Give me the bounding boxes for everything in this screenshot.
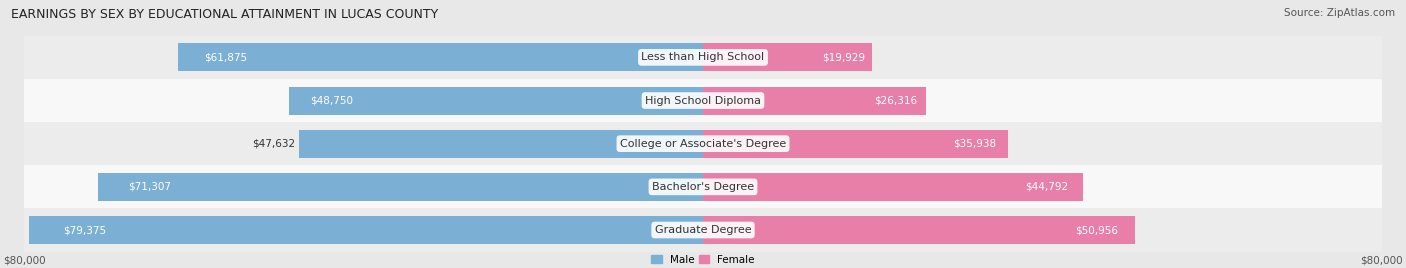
Bar (179, 43, 703, 71)
Text: $19,929: $19,929 (823, 52, 865, 62)
Text: $71,307: $71,307 (128, 182, 172, 192)
Bar (703, 173, 1083, 201)
Text: $61,875: $61,875 (204, 52, 247, 62)
Bar (30, 216, 703, 244)
Text: $26,316: $26,316 (875, 95, 917, 106)
Bar (24, 209, 1382, 252)
Text: College or Associate's Degree: College or Associate's Degree (620, 139, 786, 149)
Text: $79,375: $79,375 (63, 225, 107, 235)
Legend: Male, Female: Male, Female (651, 255, 755, 265)
Text: Source: ZipAtlas.com: Source: ZipAtlas.com (1284, 8, 1395, 18)
Bar (703, 43, 872, 71)
Bar (703, 87, 927, 114)
Text: Graduate Degree: Graduate Degree (655, 225, 751, 235)
Bar (299, 130, 703, 158)
Bar (24, 79, 1382, 122)
Text: $50,956: $50,956 (1076, 225, 1118, 235)
Text: Bachelor's Degree: Bachelor's Degree (652, 182, 754, 192)
Bar (24, 36, 1382, 79)
Text: Less than High School: Less than High School (641, 52, 765, 62)
Text: High School Diploma: High School Diploma (645, 95, 761, 106)
Text: $35,938: $35,938 (953, 139, 995, 149)
Text: $44,792: $44,792 (1025, 182, 1069, 192)
Bar (24, 165, 1382, 209)
Text: $47,632: $47,632 (252, 139, 295, 149)
Bar (703, 130, 1008, 158)
Bar (24, 122, 1382, 165)
Bar (98, 173, 703, 201)
Bar (290, 87, 703, 114)
Text: $48,750: $48,750 (309, 95, 353, 106)
Bar (703, 216, 1136, 244)
Text: EARNINGS BY SEX BY EDUCATIONAL ATTAINMENT IN LUCAS COUNTY: EARNINGS BY SEX BY EDUCATIONAL ATTAINMEN… (11, 8, 439, 21)
